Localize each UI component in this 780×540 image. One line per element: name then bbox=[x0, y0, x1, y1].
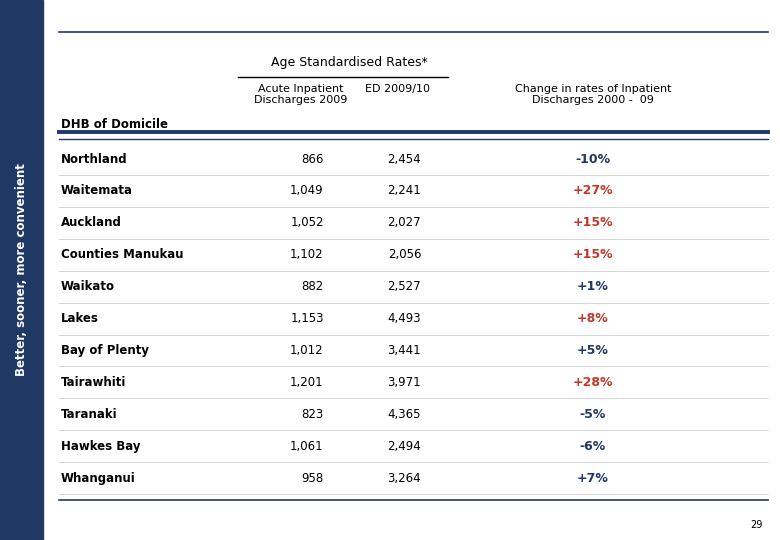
Text: 1,102: 1,102 bbox=[290, 248, 324, 261]
Text: Acute Inpatient
Discharges 2009: Acute Inpatient Discharges 2009 bbox=[254, 84, 347, 105]
Text: Age Standardised Rates*: Age Standardised Rates* bbox=[271, 56, 427, 69]
Text: 2,527: 2,527 bbox=[388, 280, 421, 293]
Text: Change in rates of Inpatient
Discharges 2000 -  09: Change in rates of Inpatient Discharges … bbox=[515, 84, 671, 105]
Text: +1%: +1% bbox=[577, 280, 608, 293]
Text: Waitemata: Waitemata bbox=[61, 185, 133, 198]
Text: 1,153: 1,153 bbox=[290, 312, 324, 325]
Text: 1,049: 1,049 bbox=[290, 185, 324, 198]
Text: 2,494: 2,494 bbox=[388, 440, 421, 453]
Text: 882: 882 bbox=[301, 280, 324, 293]
Text: Tairawhiti: Tairawhiti bbox=[61, 376, 126, 389]
Text: 958: 958 bbox=[301, 471, 324, 484]
Text: 2,454: 2,454 bbox=[388, 153, 421, 166]
Text: 2,027: 2,027 bbox=[388, 217, 421, 230]
Text: 866: 866 bbox=[301, 153, 324, 166]
Text: 2,056: 2,056 bbox=[388, 248, 421, 261]
Text: 1,052: 1,052 bbox=[290, 217, 324, 230]
Text: 3,971: 3,971 bbox=[388, 376, 421, 389]
Text: 3,264: 3,264 bbox=[388, 471, 421, 484]
Text: Northland: Northland bbox=[61, 153, 127, 166]
Text: 1,201: 1,201 bbox=[290, 376, 324, 389]
Text: 29: 29 bbox=[750, 520, 763, 530]
Text: 2,241: 2,241 bbox=[388, 185, 421, 198]
Text: -10%: -10% bbox=[575, 153, 611, 166]
Text: Lakes: Lakes bbox=[61, 312, 99, 325]
Text: +8%: +8% bbox=[577, 312, 608, 325]
Text: 3,441: 3,441 bbox=[388, 344, 421, 357]
Text: Waikato: Waikato bbox=[61, 280, 115, 293]
Text: -6%: -6% bbox=[580, 440, 606, 453]
Text: 4,365: 4,365 bbox=[388, 408, 421, 421]
Text: Better, sooner, more convenient: Better, sooner, more convenient bbox=[16, 164, 28, 376]
Text: Whanganui: Whanganui bbox=[61, 471, 136, 484]
Text: +15%: +15% bbox=[573, 248, 613, 261]
Text: DHB of Domicile: DHB of Domicile bbox=[61, 118, 168, 131]
Text: +28%: +28% bbox=[573, 376, 613, 389]
Text: 1,061: 1,061 bbox=[290, 440, 324, 453]
Text: Taranaki: Taranaki bbox=[61, 408, 118, 421]
Text: Hawkes Bay: Hawkes Bay bbox=[61, 440, 140, 453]
Text: +7%: +7% bbox=[577, 471, 608, 484]
Text: -5%: -5% bbox=[580, 408, 606, 421]
Text: 823: 823 bbox=[301, 408, 324, 421]
Text: Auckland: Auckland bbox=[61, 217, 122, 230]
Text: Counties Manukau: Counties Manukau bbox=[61, 248, 183, 261]
Text: +27%: +27% bbox=[573, 185, 613, 198]
Text: 1,012: 1,012 bbox=[290, 344, 324, 357]
Text: +5%: +5% bbox=[577, 344, 608, 357]
Text: ED 2009/10: ED 2009/10 bbox=[365, 84, 431, 94]
Text: +15%: +15% bbox=[573, 217, 613, 230]
Text: 4,493: 4,493 bbox=[388, 312, 421, 325]
Text: Bay of Plenty: Bay of Plenty bbox=[61, 344, 149, 357]
